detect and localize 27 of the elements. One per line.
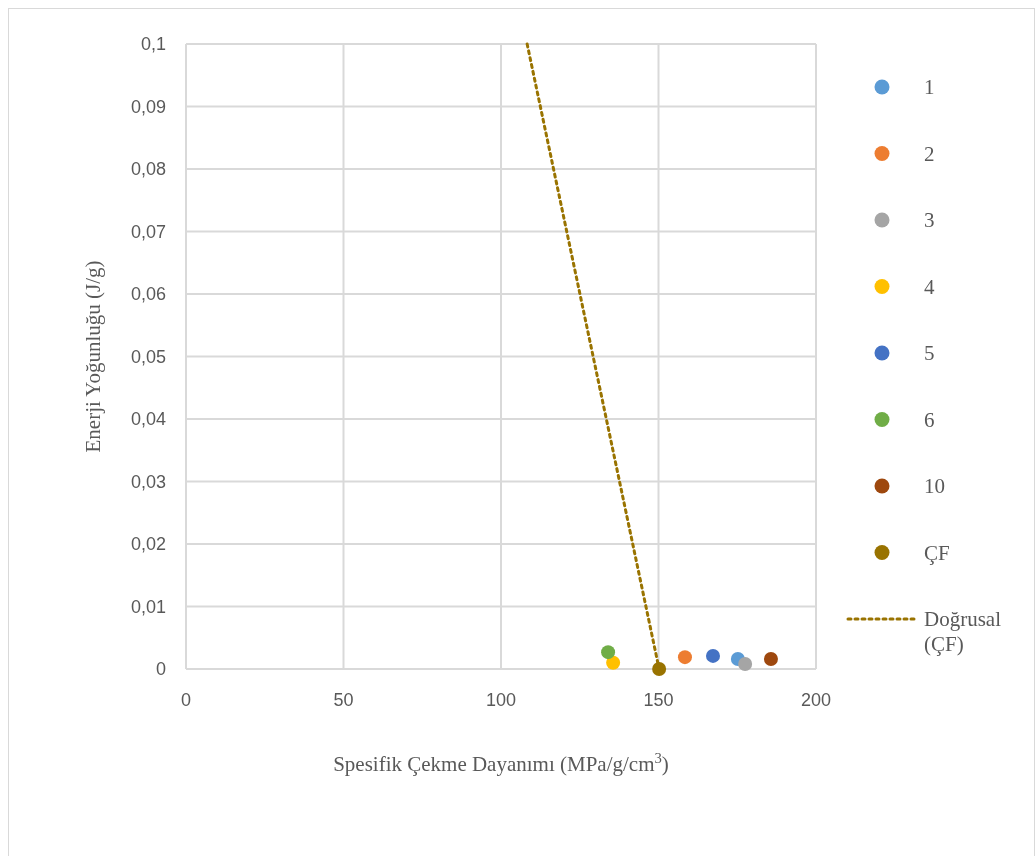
y-tick-label: 0,07	[130, 221, 166, 242]
x-tick-label: 200	[800, 690, 832, 710]
legend-label: 5	[924, 341, 935, 365]
legend-label: 6	[924, 407, 935, 432]
y-tick-label: 0,01	[130, 596, 166, 617]
y-tick-label: 0,03	[130, 471, 166, 492]
legend-label: 4	[924, 274, 935, 299]
y-axis-title: Enerji Yoğunluğu (J/g)	[81, 260, 105, 453]
legend-label: ÇF	[924, 540, 950, 565]
legend-label: 1	[924, 75, 935, 99]
y-tick-label: 0,08	[130, 159, 166, 179]
legend-label: Doğrusal (ÇF)	[924, 607, 1002, 656]
y-tick-label: 0,06	[130, 284, 166, 304]
y-tick-label: 0	[155, 659, 166, 679]
y-tick-label: 0,04	[130, 409, 166, 429]
y-tick-label: 0,05	[130, 346, 166, 367]
y-tick-label: 0,02	[130, 534, 166, 554]
x-tick-label: 100	[485, 690, 517, 710]
legend-label: 2	[924, 141, 935, 166]
x-tick-label: 50	[333, 690, 354, 710]
legend-label: 10	[924, 474, 945, 498]
x-tick-label: 150	[643, 690, 674, 710]
y-tick-label: 0,09	[130, 96, 166, 117]
y-tick-label: 0,1	[140, 34, 166, 54]
x-tick-label: 0	[180, 690, 192, 710]
x-axis-title: Spesifik Çekme Dayanımı (MPa/g/cm$^{3}$)	[333, 750, 669, 776]
legend-label: 3	[924, 208, 935, 232]
